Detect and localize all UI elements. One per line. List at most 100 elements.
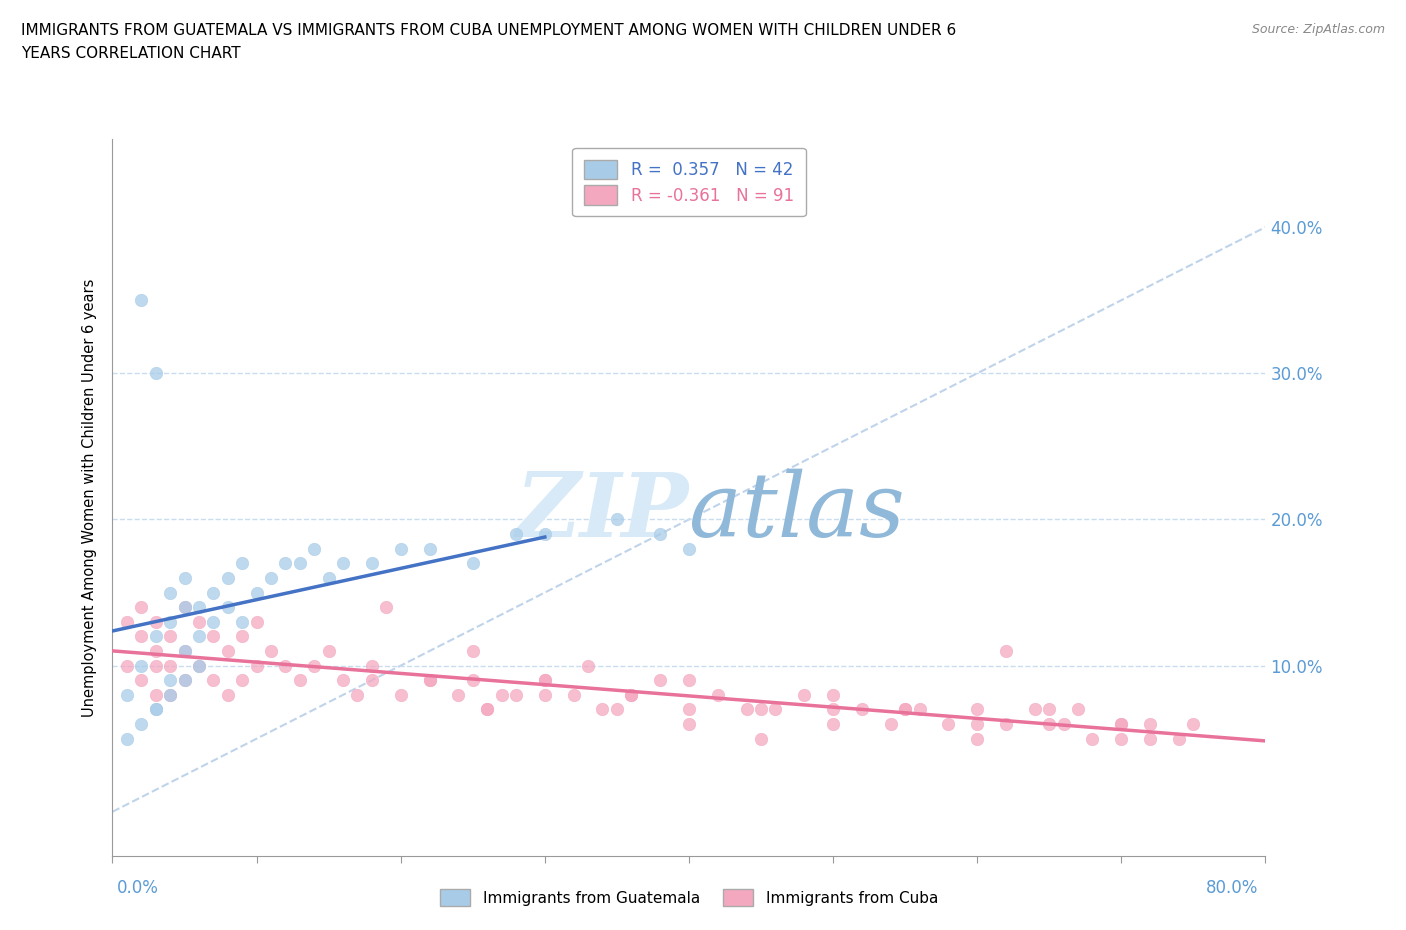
Point [1038, 702, 1060, 717]
Y-axis label: Unemployment Among Women with Children Under 6 years: Unemployment Among Women with Children U… [82, 278, 97, 717]
Point [173, 644, 195, 658]
Point [231, 629, 253, 644]
Point [173, 600, 195, 615]
Point [851, 702, 873, 717]
Point [678, 541, 700, 556]
Point [1139, 717, 1161, 732]
Point [360, 672, 382, 687]
Point [534, 687, 557, 702]
Point [1067, 702, 1090, 717]
Point [1081, 731, 1104, 746]
Point [173, 644, 195, 658]
Point [173, 600, 195, 615]
Point [475, 702, 499, 717]
Point [475, 702, 499, 717]
Point [461, 556, 484, 571]
Point [173, 672, 195, 687]
Point [606, 702, 628, 717]
Point [793, 687, 815, 702]
Point [1139, 731, 1161, 746]
Point [231, 615, 253, 630]
Text: YEARS CORRELATION CHART: YEARS CORRELATION CHART [21, 46, 240, 61]
Point [1024, 702, 1046, 717]
Point [145, 702, 167, 717]
Point [936, 717, 959, 732]
Text: Source: ZipAtlas.com: Source: ZipAtlas.com [1251, 23, 1385, 36]
Point [576, 658, 599, 673]
Point [129, 600, 153, 615]
Point [231, 672, 253, 687]
Point [821, 702, 844, 717]
Legend: Immigrants from Guatemala, Immigrants from Cuba: Immigrants from Guatemala, Immigrants fr… [434, 883, 943, 912]
Point [260, 570, 283, 585]
Point [332, 672, 354, 687]
Point [260, 644, 283, 658]
Point [246, 585, 269, 600]
Point [145, 702, 167, 717]
Point [1053, 717, 1076, 732]
Point [202, 629, 225, 644]
Point [129, 629, 153, 644]
Point [217, 600, 239, 615]
Text: IMMIGRANTS FROM GUATEMALA VS IMMIGRANTS FROM CUBA UNEMPLOYMENT AMONG WOMEN WITH : IMMIGRANTS FROM GUATEMALA VS IMMIGRANTS … [21, 23, 956, 38]
Point [620, 687, 643, 702]
Point [1111, 717, 1133, 732]
Point [188, 658, 211, 673]
Point [202, 615, 225, 630]
Point [1167, 731, 1189, 746]
Point [966, 717, 988, 732]
Point [966, 702, 988, 717]
Point [145, 629, 167, 644]
Point [159, 615, 181, 630]
Point [534, 672, 557, 687]
Point [360, 658, 382, 673]
Text: atlas: atlas [689, 469, 904, 555]
Point [908, 702, 931, 717]
Point [505, 526, 527, 541]
Point [461, 644, 484, 658]
Point [592, 702, 614, 717]
Point [145, 658, 167, 673]
Point [678, 672, 700, 687]
Point [202, 585, 225, 600]
Point [129, 672, 153, 687]
Point [620, 687, 643, 702]
Point [880, 717, 903, 732]
Point [217, 644, 239, 658]
Point [332, 556, 354, 571]
Point [735, 702, 758, 717]
Point [129, 293, 153, 308]
Point [678, 717, 700, 732]
Point [115, 615, 138, 630]
Point [217, 687, 239, 702]
Point [246, 658, 269, 673]
Point [1182, 717, 1205, 732]
Point [145, 615, 167, 630]
Point [491, 687, 513, 702]
Point [707, 687, 730, 702]
Point [346, 687, 368, 702]
Point [995, 644, 1018, 658]
Point [304, 541, 326, 556]
Point [1111, 717, 1133, 732]
Point [274, 658, 297, 673]
Point [894, 702, 917, 717]
Point [821, 687, 844, 702]
Point [145, 644, 167, 658]
Point [173, 570, 195, 585]
Point [318, 644, 340, 658]
Point [145, 687, 167, 702]
Point [447, 687, 470, 702]
Point [129, 717, 153, 732]
Point [231, 556, 253, 571]
Point [159, 687, 181, 702]
Text: 0.0%: 0.0% [117, 879, 159, 897]
Point [1111, 731, 1133, 746]
Point [562, 687, 585, 702]
Point [821, 717, 844, 732]
Point [188, 629, 211, 644]
Point [246, 615, 269, 630]
Point [129, 658, 153, 673]
Point [188, 658, 211, 673]
Point [650, 672, 672, 687]
